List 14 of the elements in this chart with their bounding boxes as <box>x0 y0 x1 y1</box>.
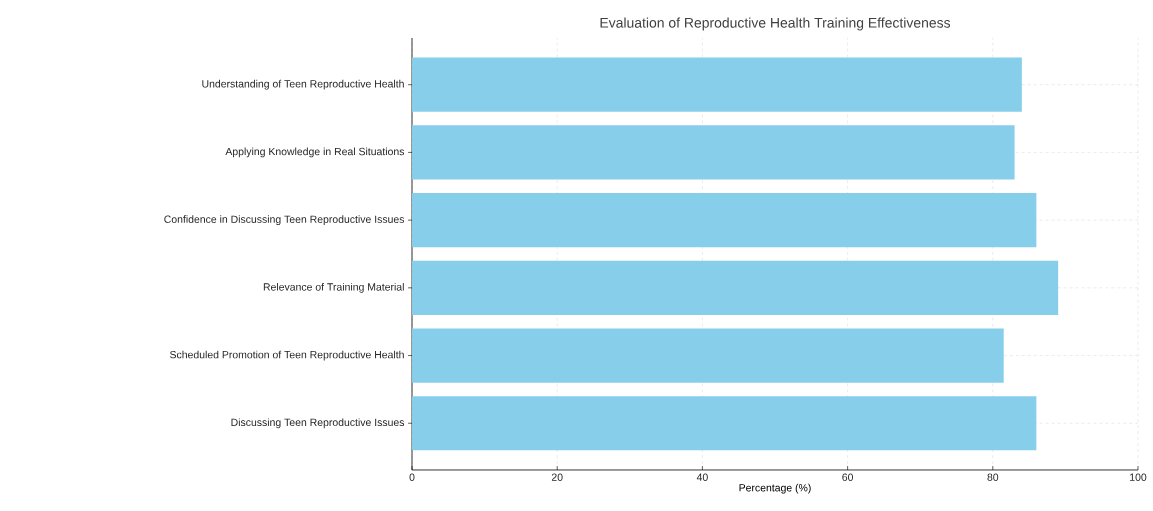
y-tick-label: Confidence in Discussing Teen Reproductive Issues <box>164 215 405 225</box>
chart-title: Evaluation of Reproductive Health Training Effectiveness <box>600 17 951 31</box>
y-tick-label: Relevance of Training Material <box>263 282 404 293</box>
y-tick-label: Scheduled Promotion of Teen Reproductive Health <box>170 350 404 361</box>
y-tick-label: Understanding of Teen Reproductive Health <box>202 79 404 90</box>
x-tick-label: 0 <box>409 473 415 481</box>
x-tick-label: 40 <box>696 473 708 481</box>
y-tick-label: Discussing Teen Reproductive Issues <box>231 418 405 429</box>
x-tick-label: 60 <box>842 473 854 481</box>
x-tick-label: 20 <box>551 473 563 481</box>
x-tick-label: 80 <box>987 473 999 481</box>
x-axis-title: Percentage (%) <box>739 483 811 494</box>
y-tick-label: Applying Knowledge in Real Situations <box>225 147 405 158</box>
x-tick-label: 100 <box>1130 473 1147 481</box>
